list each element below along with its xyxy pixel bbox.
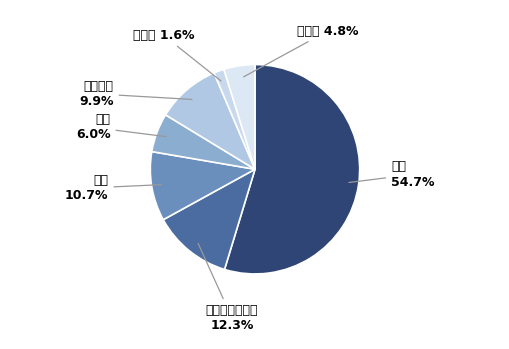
Text: 汚泥
6.0%: 汚泥 6.0%	[76, 113, 165, 141]
Text: 廃水
10.7%: 廃水 10.7%	[65, 174, 161, 202]
Text: 金属くず
9.9%: 金属くず 9.9%	[79, 80, 191, 108]
Wedge shape	[223, 65, 254, 169]
Wedge shape	[152, 115, 254, 169]
Text: 廃油
54.7%: 廃油 54.7%	[348, 161, 434, 188]
Wedge shape	[214, 69, 254, 169]
Wedge shape	[163, 169, 254, 269]
Text: 紙くず 1.6%: 紙くず 1.6%	[132, 29, 220, 81]
Wedge shape	[150, 151, 254, 220]
Text: その他 4.8%: その他 4.8%	[243, 24, 358, 77]
Wedge shape	[165, 73, 254, 169]
Wedge shape	[224, 65, 359, 274]
Text: 廃プラスチック
12.3%: 廃プラスチック 12.3%	[197, 243, 258, 332]
